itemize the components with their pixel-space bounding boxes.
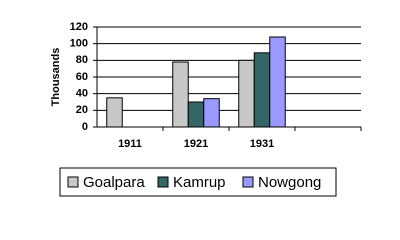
- legend-swatch: [157, 176, 169, 188]
- x-tick-label: 1911: [118, 138, 142, 150]
- legend-label: Goalpara: [83, 174, 145, 191]
- y-tick-label: 60: [76, 71, 88, 83]
- legend-label: Nowgong: [258, 174, 321, 191]
- y-axis-label: Thousands: [50, 48, 62, 107]
- y-tick-label: 80: [76, 54, 88, 66]
- x-tick-label: 1931: [250, 138, 274, 150]
- y-tick-label: 100: [70, 38, 88, 50]
- legend-box: [59, 167, 337, 197]
- bar: [172, 61, 189, 128]
- chart: Thousands 0 20 40 60 80 100 120 1911 1921 1931 Goa…: [50, 21, 362, 197]
- bar: [269, 36, 286, 128]
- x-tick-label: 1921: [184, 138, 208, 150]
- bar: [187, 101, 205, 128]
- legend-label: Kamrup: [173, 174, 226, 191]
- y-tick-label: 120: [70, 21, 88, 33]
- bar: [253, 52, 271, 128]
- y-tick-label: 0: [82, 121, 88, 133]
- y-tick-label: 40: [76, 88, 88, 100]
- bar: [106, 97, 123, 128]
- legend-swatch: [242, 176, 254, 188]
- bar: [238, 59, 255, 128]
- bar: [203, 98, 220, 128]
- page: {"chart_data": {"type": "bar", "y_label"…: [49, 20, 362, 197]
- legend-swatch: [67, 176, 79, 188]
- y-tick-label: 20: [76, 104, 88, 116]
